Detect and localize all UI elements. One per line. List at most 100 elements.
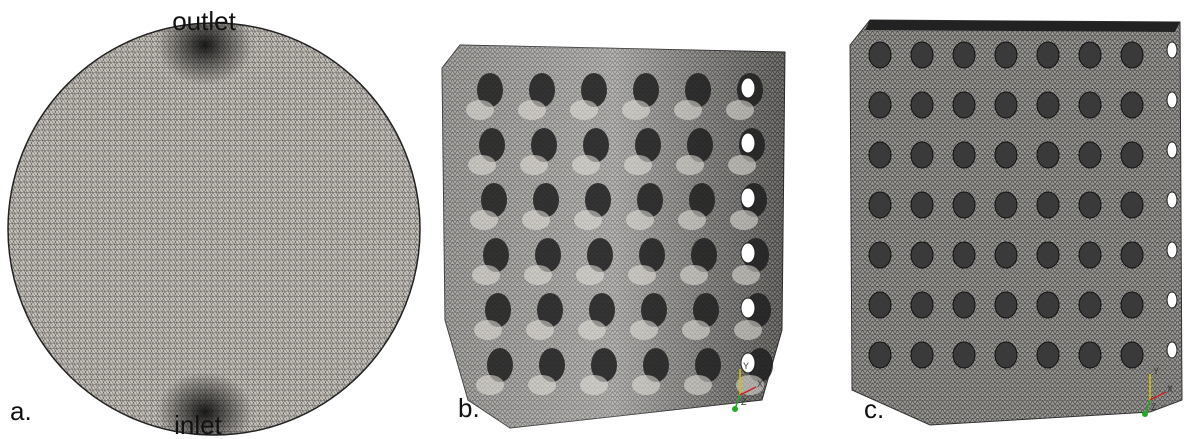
- pore: [953, 242, 975, 268]
- edge-hole: [741, 298, 755, 318]
- pore: [953, 92, 975, 118]
- panel-label: b.: [458, 393, 480, 423]
- pore-highlight: [526, 320, 554, 340]
- pore-highlight: [570, 100, 598, 120]
- pore-highlight: [476, 375, 504, 395]
- edge-hole: [741, 243, 755, 263]
- pore-highlight: [682, 320, 710, 340]
- pore: [1079, 42, 1101, 68]
- edge-hole: [1167, 292, 1177, 308]
- pore: [1079, 242, 1101, 268]
- pore: [995, 42, 1017, 68]
- pore: [869, 242, 891, 268]
- pore: [1121, 192, 1143, 218]
- edge-hole: [1167, 142, 1177, 158]
- pore-highlight: [632, 375, 660, 395]
- pore-highlight: [470, 210, 498, 230]
- pore: [911, 192, 933, 218]
- pore-highlight: [674, 100, 702, 120]
- pore-highlight: [578, 320, 606, 340]
- pore: [869, 92, 891, 118]
- pore-highlight: [678, 210, 706, 230]
- pore: [1079, 292, 1101, 318]
- axis-z-tip: [732, 406, 738, 412]
- axis-z-tip: [1142, 411, 1148, 417]
- pore-highlight: [576, 265, 604, 285]
- pore: [1037, 242, 1059, 268]
- edge-hole: [1167, 342, 1177, 358]
- pore: [1121, 242, 1143, 268]
- pore: [953, 292, 975, 318]
- pore: [1121, 292, 1143, 318]
- edge-hole: [741, 188, 755, 208]
- axis-label: X: [1167, 384, 1173, 394]
- axis-label: Z: [741, 397, 747, 407]
- pore: [995, 242, 1017, 268]
- axis-label: Y: [1153, 366, 1159, 376]
- pore: [869, 342, 891, 368]
- edge-hole: [1167, 92, 1177, 108]
- pore-highlight: [474, 320, 502, 340]
- pore: [1079, 192, 1101, 218]
- pore-highlight: [676, 155, 704, 175]
- panel-label: a.: [10, 396, 32, 426]
- pore-highlight: [684, 375, 712, 395]
- pore: [1037, 92, 1059, 118]
- pore-highlight: [466, 100, 494, 120]
- axis-label: Y: [743, 361, 749, 371]
- pore-highlight: [626, 210, 654, 230]
- pore: [1079, 342, 1101, 368]
- pore: [1121, 92, 1143, 118]
- pore-highlight: [630, 320, 658, 340]
- pore: [869, 192, 891, 218]
- panel-a: outlet inlet a.: [8, 5, 420, 439]
- pore-highlight: [734, 320, 762, 340]
- pore-highlight: [730, 210, 758, 230]
- pore-highlight: [732, 265, 760, 285]
- pore-highlight: [622, 100, 650, 120]
- pore: [995, 292, 1017, 318]
- pore: [1121, 42, 1143, 68]
- pore: [911, 92, 933, 118]
- pore-highlight: [528, 375, 556, 395]
- outlet-label: outlet: [172, 6, 236, 36]
- pore-highlight: [522, 210, 550, 230]
- pore: [953, 192, 975, 218]
- pore-highlight: [624, 155, 652, 175]
- pore: [1037, 192, 1059, 218]
- pore-highlight: [574, 210, 602, 230]
- pore: [1037, 342, 1059, 368]
- axis-label: Z: [1151, 402, 1157, 412]
- pore: [1079, 142, 1101, 168]
- edge-hole: [1167, 192, 1177, 208]
- pore: [911, 42, 933, 68]
- edge-hole: [1167, 242, 1177, 258]
- pore: [995, 342, 1017, 368]
- pore-highlight: [468, 155, 496, 175]
- pore: [869, 42, 891, 68]
- pore-highlight: [680, 265, 708, 285]
- top-edge: [865, 20, 1180, 32]
- pore: [869, 292, 891, 318]
- pore: [869, 142, 891, 168]
- panel-c: c. YXZ: [850, 20, 1182, 425]
- pore-highlight: [520, 155, 548, 175]
- pore: [911, 142, 933, 168]
- pore: [953, 342, 975, 368]
- pore-highlight: [472, 265, 500, 285]
- axis-label: X: [757, 379, 763, 389]
- edge-hole: [1167, 42, 1177, 58]
- pore: [1037, 42, 1059, 68]
- edge-hole: [741, 78, 755, 98]
- pore-highlight: [580, 375, 608, 395]
- edge-hole: [741, 133, 755, 153]
- panel-label: c.: [864, 394, 884, 424]
- pore-highlight: [728, 155, 756, 175]
- pore: [911, 242, 933, 268]
- pore: [1079, 92, 1101, 118]
- inlet-label: inlet: [174, 410, 222, 439]
- pore: [1037, 142, 1059, 168]
- pore: [995, 192, 1017, 218]
- pore-highlight: [628, 265, 656, 285]
- panel-b: b. YXZ: [442, 45, 785, 428]
